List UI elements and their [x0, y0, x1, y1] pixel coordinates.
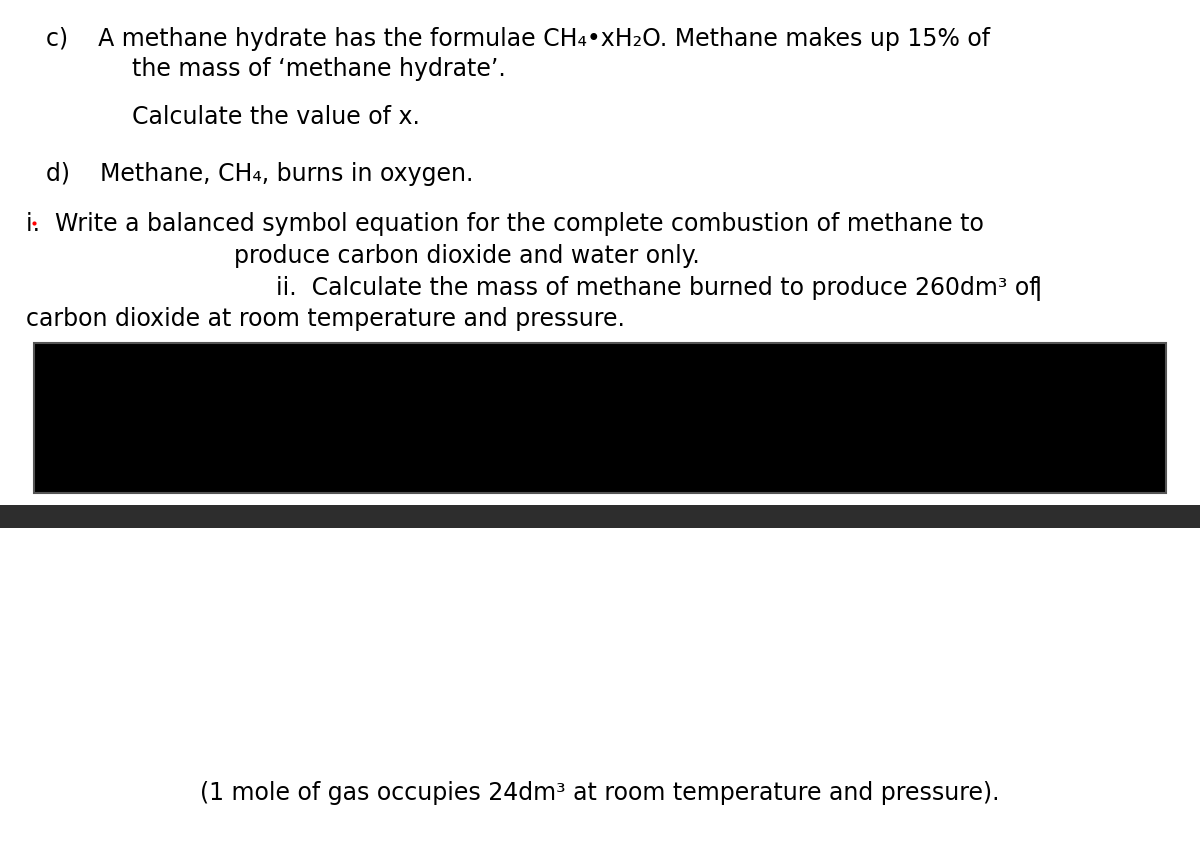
Text: produce carbon dioxide and water only.: produce carbon dioxide and water only. — [234, 244, 700, 269]
Text: c)    A methane hydrate has the formulae CH₄•xH₂O. Methane makes up 15% of: c) A methane hydrate has the formulae CH… — [46, 27, 990, 51]
Text: the mass of ‘methane hydrate’.: the mass of ‘methane hydrate’. — [132, 57, 505, 82]
Text: carbon dioxide at room temperature and pressure.: carbon dioxide at room temperature and p… — [26, 307, 625, 332]
Text: Calculate the value of x.: Calculate the value of x. — [132, 105, 420, 130]
Text: ii.  Calculate the mass of methane burned to produce 260dm³ of▏: ii. Calculate the mass of methane burned… — [276, 276, 1056, 301]
Bar — [34, 343, 1166, 493]
Bar — [0, 505, 1200, 528]
Text: (1 mole of gas occupies 24dm³ at room temperature and pressure).: (1 mole of gas occupies 24dm³ at room te… — [200, 781, 1000, 806]
Text: i.  Write a balanced symbol equation for the complete combustion of methane to: i. Write a balanced symbol equation for … — [26, 212, 984, 237]
Text: d)    Methane, CH₄, burns in oxygen.: d) Methane, CH₄, burns in oxygen. — [46, 162, 473, 186]
